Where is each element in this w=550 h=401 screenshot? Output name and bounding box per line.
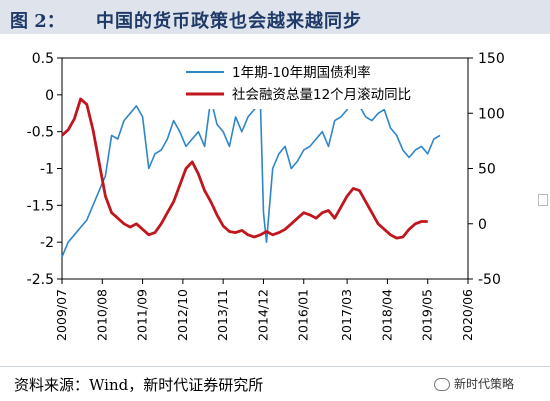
legend-box	[180, 61, 450, 109]
legend-label: 社会融资总量12个月滚动同比	[232, 86, 411, 103]
wechat-label: 新时代策略	[454, 377, 515, 391]
left-tick-label: -1	[40, 162, 54, 178]
left-tick-label: 0.5	[32, 51, 54, 67]
left-tick-label: -1.5	[27, 198, 54, 214]
x-tick-label: 2020/06	[460, 289, 475, 341]
series-line-bond-spread	[61, 97, 441, 258]
left-tick-label: -2	[40, 235, 54, 251]
x-tick-label: 2010/08	[94, 289, 109, 341]
figure-title: 中国的货币政策也会越来越同步	[96, 11, 362, 32]
wechat-watermark: 新时代策略	[434, 375, 514, 392]
x-tick-label: 2011/09	[135, 289, 150, 341]
left-tick-label: -0.5	[27, 125, 54, 141]
right-tick-label: 100	[478, 106, 505, 122]
series-line-social-financing	[61, 97, 428, 240]
right-tick-label: -50	[478, 272, 501, 288]
x-tick-label: 2013/11	[215, 289, 230, 341]
legend-label: 1年期-10年期国债利率	[232, 64, 371, 81]
wechat-icon	[434, 378, 450, 391]
right-tick-label: 50	[478, 162, 496, 178]
x-tick-label: 2017/03	[339, 289, 354, 341]
divider	[0, 366, 550, 367]
right-tick-label: 150	[478, 51, 505, 67]
x-tick-label: 2009/07	[54, 289, 69, 341]
chart: 0.5 0 -0.5 -1 -1.5 -2 -2.5 150 100 50 0 -50 2009/0…	[27, 51, 505, 341]
left-tick-label: 0	[45, 88, 54, 104]
x-tick-label: 2018/04	[379, 289, 394, 341]
left-tick-label: -2.5	[27, 272, 54, 288]
source-note: 资料来源：Wind，新时代证券研究所	[14, 376, 264, 394]
figure-label: 图 2：	[10, 11, 65, 32]
x-tick-label: 2016/01	[296, 289, 311, 341]
x-tick-label: 2012/10	[175, 289, 190, 341]
x-tick-label: 2014/12	[255, 289, 270, 341]
expand-icon[interactable]	[538, 194, 548, 206]
title-bar: 图 2： 中国的货币政策也会越来越同步	[0, 0, 550, 34]
right-tick-label: 0	[478, 217, 487, 233]
x-tick-label: 2019/05	[420, 289, 435, 341]
